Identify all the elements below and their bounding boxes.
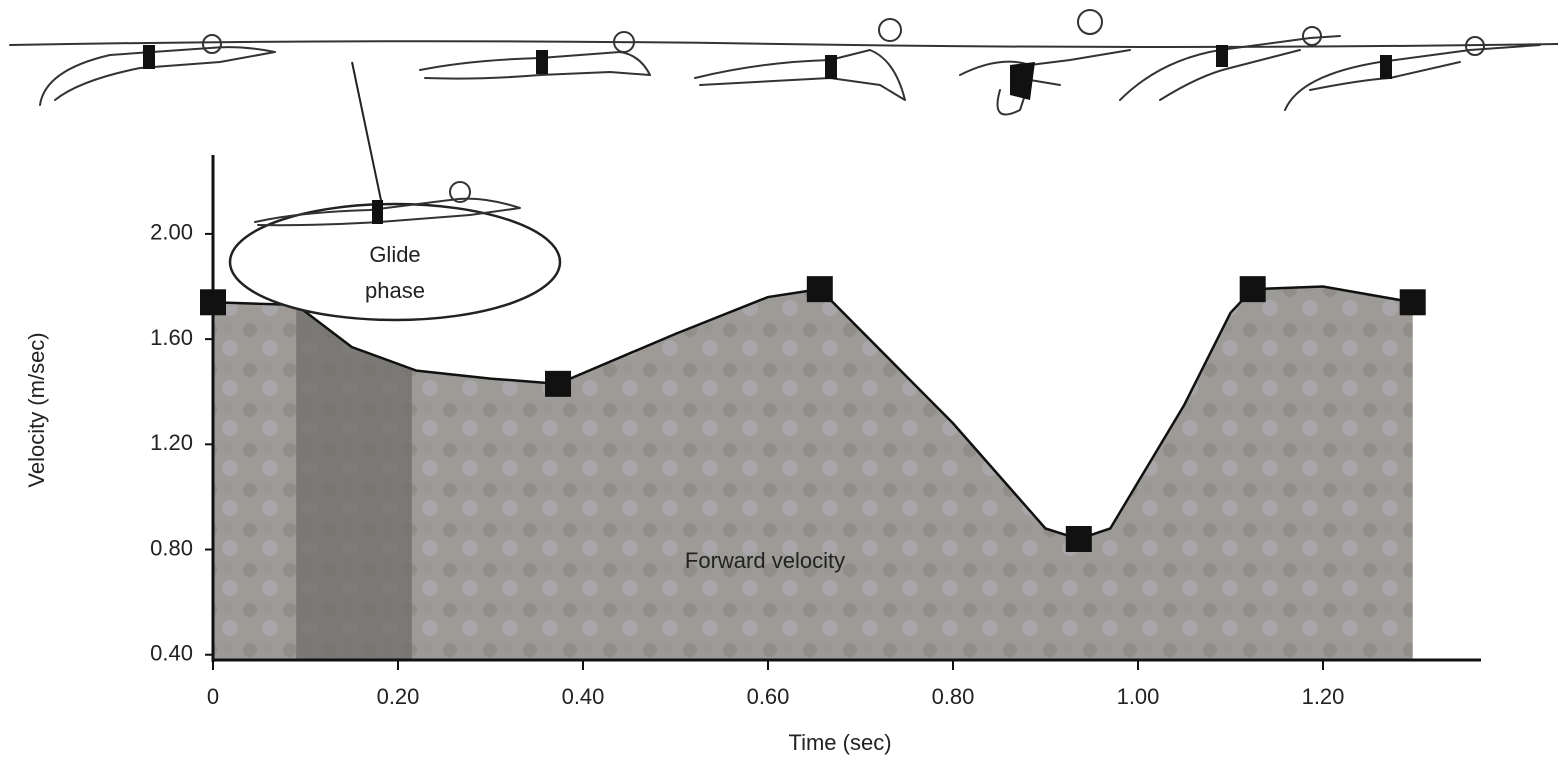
swimmer [1119, 26, 1341, 101]
x-tick-label: 0.20 [377, 684, 420, 709]
annotation: Glide [369, 242, 420, 267]
x-tick-label: 0.40 [562, 684, 605, 709]
swimmer-head [449, 181, 471, 203]
y-tick-label: 1.60 [150, 325, 193, 350]
water-line [9, 40, 1558, 48]
swimmer [694, 18, 906, 101]
illustration [9, 9, 1558, 206]
point-marker [1239, 276, 1266, 303]
line [212, 285, 1413, 541]
glide-callout: Glide phase [228, 181, 562, 322]
point-marker [806, 276, 833, 303]
callout-ellipse [228, 202, 562, 322]
point-marker [545, 370, 572, 397]
x-tick-label: 1.20 [1302, 684, 1345, 709]
point-marker [1065, 526, 1092, 553]
area-label: Forward velocity [685, 548, 845, 573]
swimmer-trunks [372, 200, 383, 224]
area-texture [213, 286, 1413, 660]
y-tick-label: 0.80 [150, 535, 193, 560]
x-tick-label: 0.80 [932, 684, 975, 709]
point-marker [1399, 289, 1426, 316]
x-axis-label: Time (sec) [788, 730, 891, 755]
swimmer [959, 9, 1131, 116]
x-tick-label: 1.00 [1117, 684, 1160, 709]
annotation: phase [365, 278, 425, 303]
y-tick-label: 1.20 [150, 430, 193, 455]
y-axis-label: Velocity (m/sec) [24, 332, 49, 487]
x-tick-label: 0 [207, 684, 219, 709]
plot: 0.40 0.80 1.20 1.60 2.00 0 0.20 0.40 0.60 0.80 1.0… [150, 155, 1481, 709]
callout-line [351, 61, 383, 206]
y-tick-label: 0.40 [150, 641, 193, 666]
x-tick-label: 0.60 [747, 684, 790, 709]
swimmer [1284, 36, 1541, 111]
swimmer [419, 31, 651, 80]
swimmer [39, 34, 276, 106]
y-tick-label: 2.00 [150, 220, 193, 245]
